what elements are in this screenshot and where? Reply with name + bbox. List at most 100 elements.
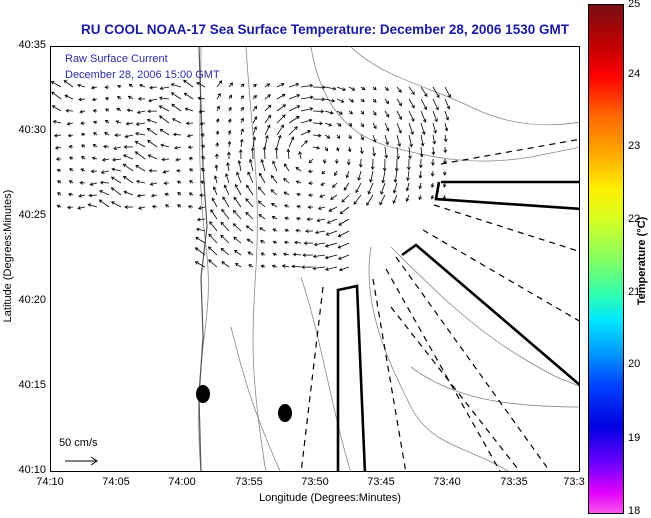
current-vector: [326, 230, 338, 236]
current-vector: [300, 108, 313, 112]
colorbar-tick: 18: [628, 505, 641, 517]
current-vector-head: [57, 180, 61, 184]
current-vector-head: [201, 156, 205, 160]
current-vector-head: [228, 94, 233, 99]
current-vector: [55, 146, 62, 149]
current-vector-head: [253, 116, 258, 120]
current-vector-head: [442, 184, 447, 188]
current-vector: [396, 146, 399, 159]
current-vector-head: [409, 143, 413, 148]
current-vector: [228, 82, 233, 88]
current-vector: [382, 170, 386, 183]
current-vector: [360, 146, 363, 154]
current-vector-head: [200, 168, 205, 172]
current-vector: [252, 137, 256, 148]
inset-label-timestamp: December 28, 2006 15:00 GMT: [65, 69, 220, 81]
current-vector: [408, 122, 414, 135]
current-vector-head: [290, 136, 295, 141]
current-vector-head: [444, 127, 449, 132]
current-vector-head: [111, 201, 115, 205]
current-vector-head: [126, 108, 131, 113]
current-vector-head: [163, 181, 168, 186]
current-vector: [282, 265, 290, 268]
current-vector: [317, 218, 326, 222]
current-vector: [187, 134, 194, 137]
current-vector-head: [245, 225, 250, 229]
current-vector-head: [296, 116, 300, 120]
current-vector: [123, 154, 134, 160]
current-vector: [338, 242, 350, 249]
current-vector: [372, 122, 377, 129]
current-vector-head: [338, 222, 342, 226]
current-vector-head: [379, 201, 383, 206]
current-vector: [270, 189, 278, 196]
current-vector-head: [139, 83, 143, 88]
xtick-label: 74:10: [36, 476, 64, 488]
current-vector: [150, 182, 158, 185]
current-vector-head: [248, 158, 253, 163]
current-vector-head: [446, 105, 451, 110]
current-vector-head: [345, 174, 350, 179]
current-vector: [163, 170, 170, 173]
current-vector-head: [347, 148, 352, 153]
current-vector-head: [124, 134, 129, 139]
current-vector: [308, 158, 314, 164]
current-vector: [324, 86, 336, 90]
current-vector-head: [380, 191, 384, 195]
current-vector-head: [247, 251, 252, 255]
current-vector-head: [373, 125, 377, 130]
channel-lines: [300, 138, 579, 471]
current-vector: [111, 201, 122, 208]
xtick-label: 73:3: [563, 476, 585, 488]
current-vector-head: [303, 241, 308, 246]
current-vector: [79, 110, 86, 113]
current-vector-head: [128, 83, 133, 88]
ytick-label: 40:35: [18, 39, 46, 51]
current-vector-head: [270, 189, 275, 193]
current-vector: [328, 206, 338, 212]
current-vector-head: [337, 245, 342, 249]
current-vector: [227, 162, 230, 172]
current-vector-head: [122, 154, 127, 158]
current-vector: [159, 115, 170, 124]
current-vector: [220, 248, 230, 256]
current-vector-head: [357, 177, 361, 181]
current-vector: [198, 97, 206, 100]
current-vector-head: [146, 118, 151, 123]
current-vector-head: [282, 104, 287, 108]
current-vector: [198, 206, 206, 209]
colorbar-label: Temperature (°C): [636, 216, 648, 306]
current-vector-head: [187, 145, 192, 150]
current-vector-head: [337, 123, 342, 127]
current-vector-head: [430, 173, 435, 177]
current-vector: [432, 134, 435, 144]
current-vector-head: [272, 160, 276, 165]
current-vector: [288, 116, 300, 124]
current-vector: [208, 246, 218, 256]
current-vector-head: [79, 180, 84, 185]
current-vector-head: [176, 168, 180, 173]
map-svg: [51, 47, 579, 471]
current-vector: [171, 103, 182, 112]
current-vector: [272, 216, 278, 220]
current-vector-head: [332, 86, 337, 91]
current-vector: [346, 170, 350, 178]
current-vector: [77, 206, 86, 209]
current-vector: [111, 187, 122, 196]
current-vector: [314, 242, 326, 246]
current-vector-head: [232, 223, 237, 227]
current-vector-head: [360, 136, 364, 141]
current-vector: [199, 110, 206, 113]
current-vector-head: [99, 189, 103, 194]
current-vector-head: [296, 105, 301, 109]
current-vector: [196, 82, 206, 88]
current-vector-head: [358, 164, 363, 168]
current-vector-head: [418, 175, 423, 179]
current-vector: [358, 170, 362, 181]
current-vector-head: [69, 156, 73, 161]
current-vector-head: [177, 204, 181, 208]
current-vector: [247, 238, 254, 244]
current-vector: [370, 170, 374, 183]
current-vector-head: [160, 143, 164, 148]
current-vector: [283, 253, 290, 256]
